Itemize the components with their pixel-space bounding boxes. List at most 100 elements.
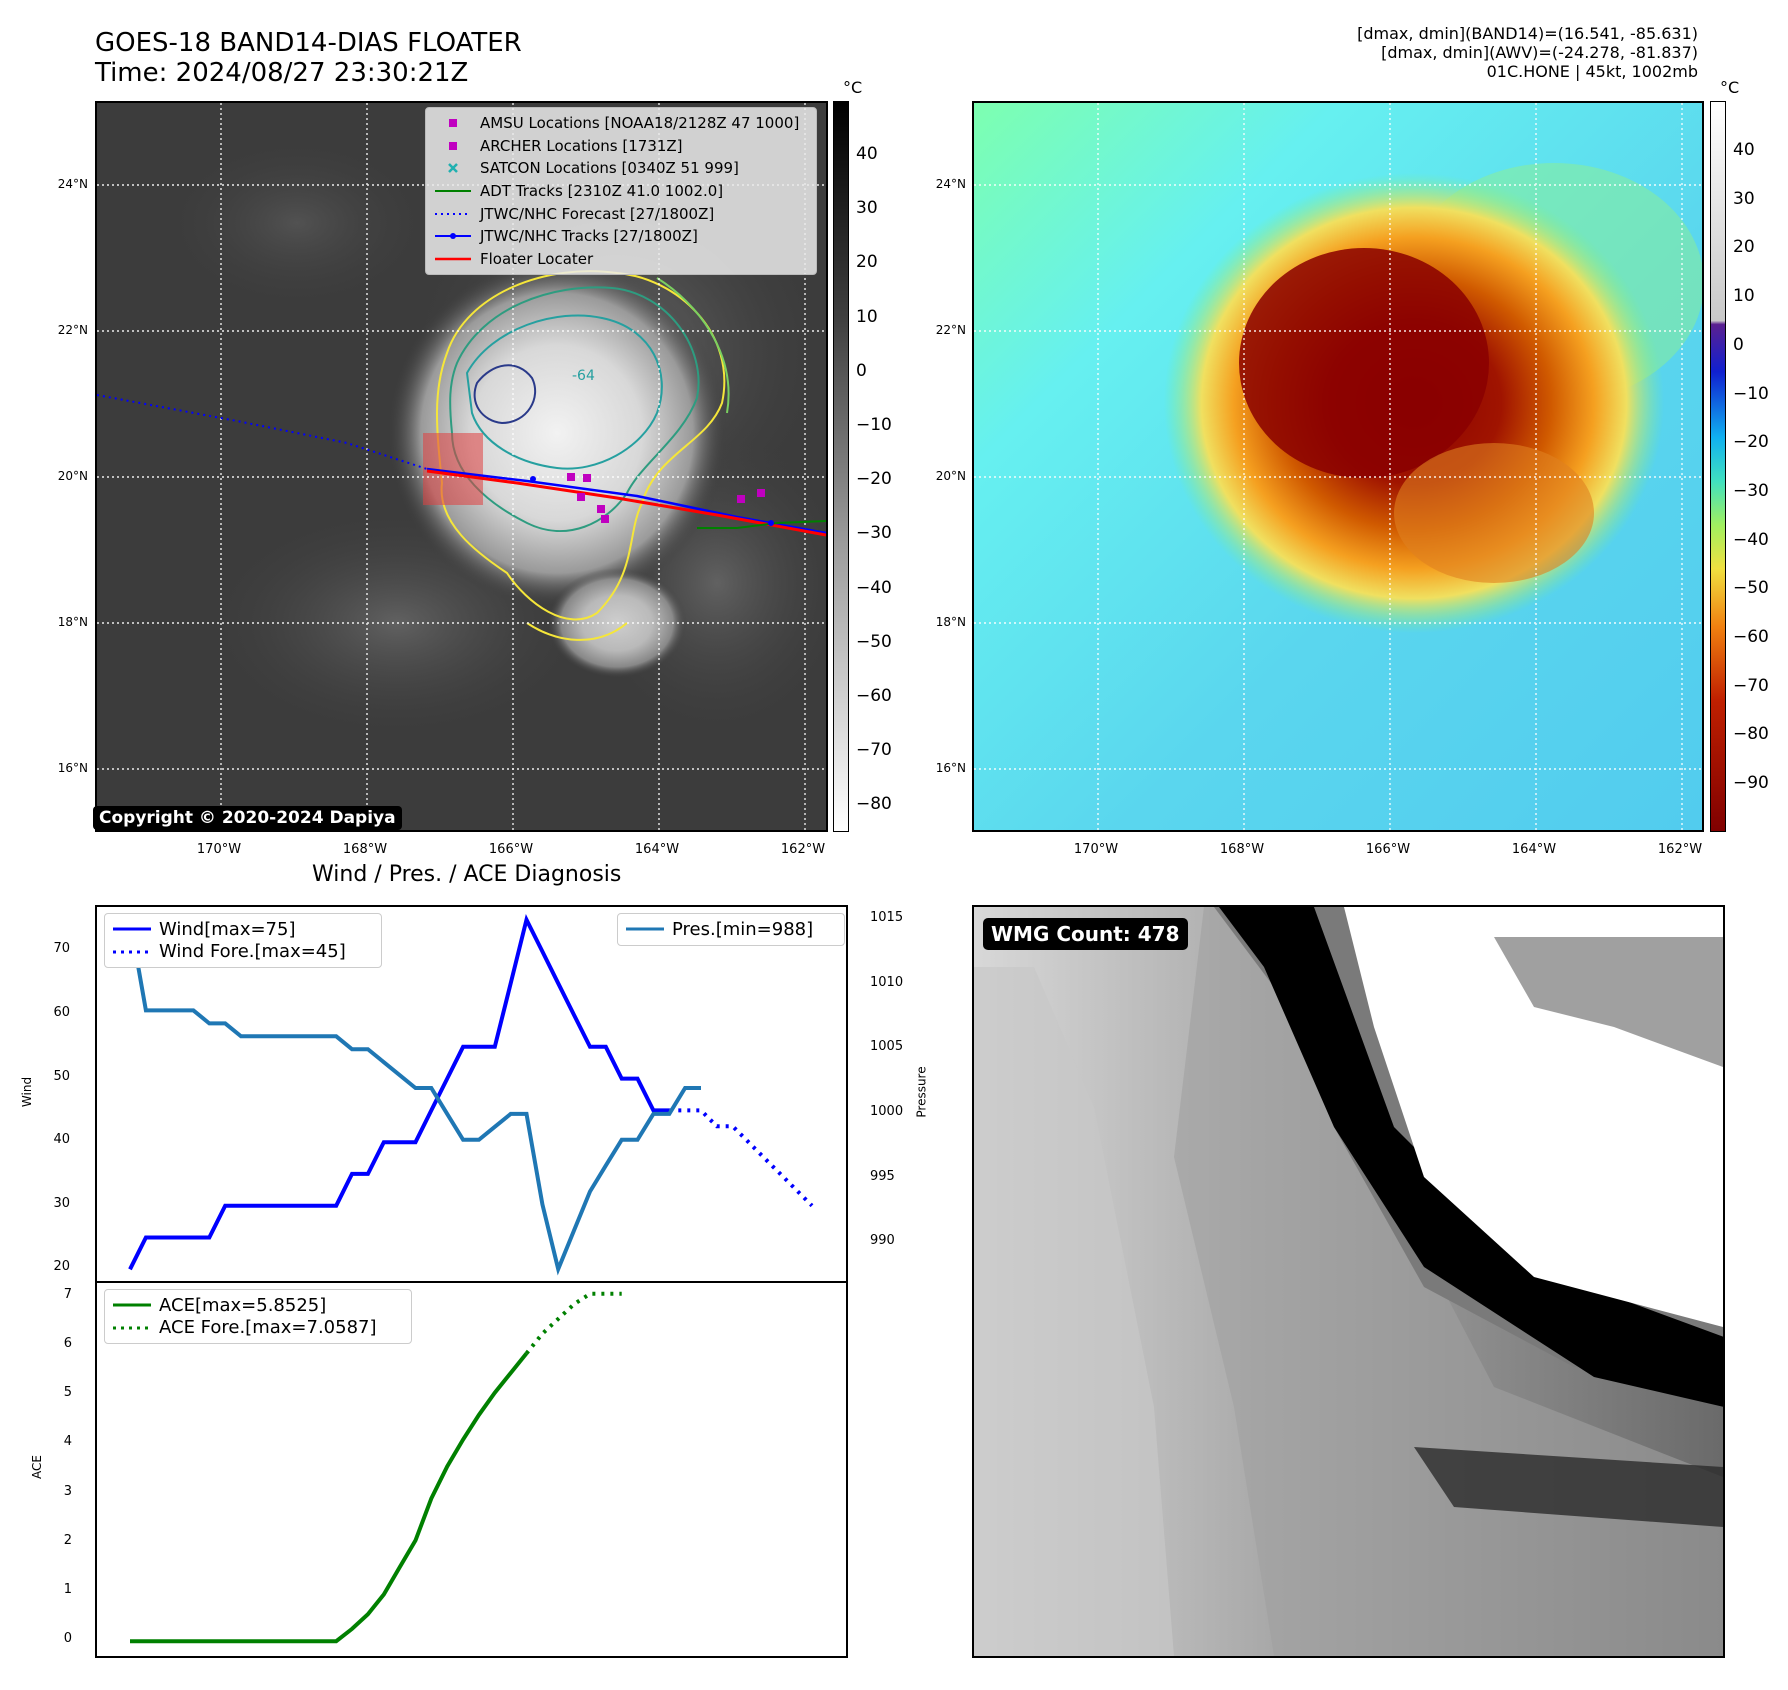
colorbar-tick-label: −50 — [856, 631, 892, 652]
colorbar-tick-label: −70 — [1733, 675, 1769, 696]
line-dot-icon — [434, 231, 472, 241]
lon-label: 168°W — [342, 842, 388, 857]
legend-item-ace: ACE[max=5.8525] — [113, 1294, 403, 1317]
legend-label: SATCON Locations [0340Z 51 999] — [480, 159, 739, 178]
pressure-tick-label: 1000 — [870, 1103, 904, 1119]
ace-tick-label: 2 — [63, 1532, 72, 1548]
lat-label: 16°N — [57, 761, 88, 775]
lon-label: 162°W — [1657, 842, 1703, 857]
colorbar-tick-label: −60 — [1733, 627, 1769, 647]
colorbar-tick-label: −40 — [1733, 529, 1769, 550]
solid-line-icon — [434, 186, 472, 196]
diagnosis-chart — [97, 913, 846, 1644]
lon-label: 164°W — [634, 842, 680, 857]
wmg-panel — [972, 905, 1725, 1658]
colorbar-tick-label: −10 — [1733, 383, 1769, 404]
legend-label: ACE[max=5.8525] — [159, 1294, 327, 1316]
lat-label: 22°N — [935, 323, 966, 337]
pressure-tick-label: 990 — [870, 1233, 895, 1249]
legend-label: Pres.[min=988] — [672, 918, 814, 940]
colorbar-tick-label: −80 — [1733, 724, 1769, 745]
legend-item-archer: ARCHER Locations [1731Z] — [434, 135, 808, 158]
lon-label: 162°W — [780, 842, 826, 857]
wind-axis-label: Wind — [20, 1076, 35, 1108]
pressure-axis-label: Pressure — [914, 1066, 929, 1118]
legend-item-tracks: JTWC/NHC Tracks [27/1800Z] — [434, 225, 808, 248]
wind-tick-label: 40 — [53, 1132, 70, 1148]
legend-item-ace-forecast: ACE Fore.[max=7.0587] — [113, 1317, 403, 1340]
ace-tick-label: 5 — [63, 1385, 72, 1401]
pres-legend: Pres.[min=988] — [617, 913, 845, 946]
wind-tick-label: 50 — [53, 1068, 70, 1084]
lat-label: 18°N — [57, 615, 88, 629]
wind-tick-label: 70 — [53, 941, 70, 957]
legend-item-wind: Wind[max=75] — [113, 918, 373, 941]
dotted-line-icon — [113, 947, 151, 957]
legend-label: AMSU Locations [NOAA18/2128Z 47 1000] — [480, 114, 800, 133]
meta-info: [dmax, dmin](BAND14)=(16.541, -85.631) [… — [1357, 24, 1698, 81]
x-marker-icon — [434, 163, 472, 174]
colorbar-tick-label: −20 — [856, 469, 892, 490]
legend-item-wind-forecast: Wind Fore.[max=45] — [113, 941, 373, 964]
lon-label: 170°W — [196, 842, 242, 857]
colorbar-tick-label: −70 — [856, 740, 892, 761]
colorbar-unit: °C — [1720, 78, 1740, 97]
colorbar-tick-label: −90 — [1733, 773, 1769, 794]
colorbar-tick-label: −10 — [856, 415, 892, 435]
lat-label: 20°N — [935, 469, 966, 483]
legend-label: ACE Fore.[max=7.0587] — [159, 1317, 377, 1339]
series-line-pres — [128, 919, 701, 1276]
colorbar-tick-label: −80 — [856, 794, 892, 815]
series-line-wind-fore — [669, 1108, 814, 1208]
chart-time: Time: 2024/08/27 23:30:21Z — [95, 58, 469, 88]
colorbar-tick-label: 40 — [1733, 140, 1755, 160]
lon-label: 164°W — [1511, 842, 1557, 857]
legend-item-forecast: JTWC/NHC Forecast [27/1800Z] — [434, 202, 808, 225]
lat-label: 20°N — [57, 469, 88, 483]
pressure-tick-label: 1005 — [870, 1039, 904, 1055]
square-marker-icon — [434, 118, 472, 128]
colorbar-tick-label: 10 — [856, 306, 878, 327]
wind-tick-label: 20 — [53, 1259, 70, 1275]
wmg-image — [974, 907, 1723, 1656]
contour-label: -64 — [572, 368, 595, 384]
lon-label: 166°W — [1365, 842, 1411, 857]
colorbar-tick-label: 20 — [856, 252, 878, 273]
colorbar-tick-label: −20 — [1733, 432, 1769, 453]
dotted-line-icon — [434, 209, 472, 219]
legend-label: ARCHER Locations [1731Z] — [480, 136, 683, 155]
lat-label: 22°N — [57, 323, 88, 337]
colorbar-tick-label: −60 — [856, 686, 892, 706]
ace-tick-label: 1 — [63, 1582, 72, 1598]
lat-label: 16°N — [935, 761, 966, 775]
ace-tick-label: 7 — [63, 1286, 72, 1302]
pressure-tick-label: 1015 — [870, 909, 904, 925]
ace-axis-label: ACE — [29, 1455, 44, 1479]
ace-tick-label: 3 — [63, 1483, 72, 1499]
colorbar-tick-label: −30 — [1733, 480, 1769, 501]
solid-line-icon — [113, 924, 151, 934]
colorbar-tick-label: −50 — [1733, 578, 1769, 599]
legend-label: Wind Fore.[max=45] — [159, 941, 346, 963]
legend-item-amsu: AMSU Locations [NOAA18/2128Z 47 1000] — [434, 112, 808, 135]
color-map-panel — [972, 101, 1704, 832]
ace-legend: ACE[max=5.8525] ACE Fore.[max=7.0587] — [104, 1289, 412, 1345]
colorbar-tick-label: −40 — [856, 577, 892, 598]
colorbar-tick-label: 30 — [1733, 188, 1755, 209]
dotted-line-icon — [113, 1323, 151, 1333]
wind-tick-label: 30 — [53, 1195, 70, 1211]
series-line-ace — [130, 1352, 529, 1644]
legend-item-adt: ADT Tracks [2310Z 41.0 1002.0] — [434, 180, 808, 203]
colorbar-unit: °C — [843, 78, 863, 97]
ace-tick-label: 0 — [63, 1631, 72, 1647]
colorbar-tick-label: 40 — [856, 144, 878, 164]
lon-label: 166°W — [488, 842, 534, 857]
legend-label: ADT Tracks [2310Z 41.0 1002.0] — [480, 182, 724, 201]
square-marker-icon — [434, 141, 472, 151]
solid-line-icon — [434, 254, 472, 264]
colorbar-tick-label: 20 — [1733, 237, 1755, 258]
color-map-image — [974, 103, 1702, 830]
legend-label: Floater Locater — [480, 249, 594, 268]
legend-label: Wind[max=75] — [159, 918, 296, 940]
wind-tick-label: 60 — [53, 1005, 70, 1021]
